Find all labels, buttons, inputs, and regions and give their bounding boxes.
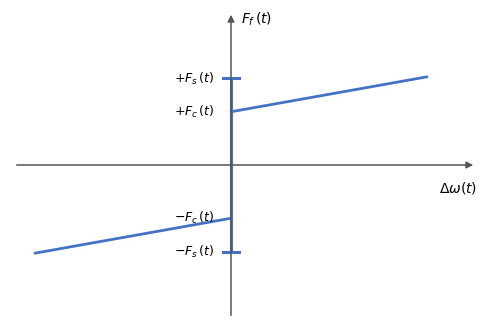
- Text: $-F_s\,(t)$: $-F_s\,(t)$: [174, 244, 214, 260]
- Text: $F_f\,(t)$: $F_f\,(t)$: [241, 10, 272, 28]
- Text: $+F_s\,(t)$: $+F_s\,(t)$: [174, 70, 214, 86]
- Text: $+F_c\,(t)$: $+F_c\,(t)$: [174, 104, 214, 120]
- Text: $\Delta\omega(t)$: $\Delta\omega(t)$: [440, 180, 477, 196]
- Text: $-F_c\,(t)$: $-F_c\,(t)$: [174, 210, 214, 226]
